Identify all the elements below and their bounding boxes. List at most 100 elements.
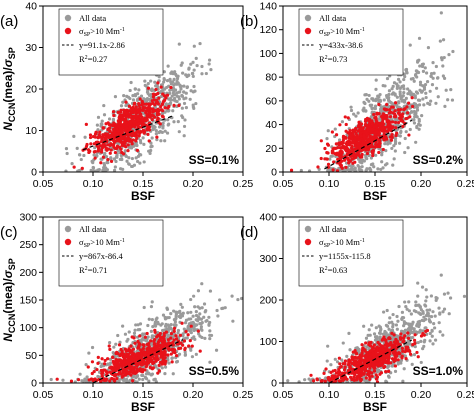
data-point [127,162,131,166]
series-sigma-sp-subset [72,81,181,170]
data-point [395,104,399,108]
data-point [414,300,418,304]
y-tick-label: 20 [265,143,277,155]
data-point [369,156,373,160]
data-point [353,144,358,148]
data-point [131,374,136,378]
data-point [379,371,384,375]
data-point [364,123,368,127]
data-point [125,352,129,357]
data-point [178,90,182,94]
data-point [78,372,82,376]
legend-label-fit: y=867x-86.4 [79,251,123,261]
data-point [387,327,391,331]
data-point [160,114,164,118]
data-point [360,165,364,169]
data-point [394,126,398,130]
data-point [138,97,142,101]
data-point [351,153,355,157]
data-point [374,326,378,330]
data-point [174,312,178,316]
data-point [136,154,141,159]
data-point [135,349,139,353]
data-point [289,168,294,172]
data-point [185,336,189,340]
data-point [244,290,247,293]
data-point [176,81,180,85]
data-point [207,62,211,66]
data-point [177,103,181,108]
data-point [328,157,332,161]
legend-label-r2: R2=0.71 [79,265,107,275]
data-point [148,356,153,360]
data-point [180,305,184,309]
data-point [125,379,129,383]
data-point [359,148,364,152]
chart-panel-2: 0.050.100.150.200.25020406080100120140BS… [240,1,474,204]
data-point [102,113,107,117]
data-point [111,369,115,373]
data-point [99,140,103,144]
data-point [440,58,444,62]
data-point [368,134,372,138]
data-point [176,310,181,314]
data-point [339,159,343,163]
data-point [388,141,392,145]
data-point [116,372,120,376]
data-point [163,87,167,91]
data-point [367,93,371,98]
data-point [329,363,333,367]
data-point [106,357,110,361]
legend-label-subset: σSP>10 Mm-1 [79,237,125,249]
data-point [438,39,442,43]
data-point [100,137,104,141]
data-point [389,100,393,104]
data-point [171,343,175,347]
data-point [118,157,122,162]
data-point [91,166,96,170]
data-point [106,127,110,132]
data-point [154,380,158,383]
data-point [407,300,411,304]
data-point [103,151,107,156]
data-point [176,328,181,333]
data-point [307,169,312,172]
data-point [112,168,117,172]
data-point [174,334,178,338]
data-point [418,88,422,92]
data-point [165,131,170,135]
data-point [218,298,222,302]
data-point [120,364,124,368]
data-point [417,36,422,40]
data-point [150,350,154,355]
data-point [127,145,131,149]
data-point [193,323,198,328]
data-point [441,333,445,337]
data-point [111,110,116,114]
data-point [142,97,146,101]
y-tick-label: 100 [19,322,37,334]
data-point [172,89,176,93]
data-point [429,99,433,103]
data-point [129,116,134,120]
data-point [100,362,104,366]
data-point [134,105,138,109]
data-point [389,120,393,124]
data-point [173,70,177,74]
data-point [166,323,170,327]
data-point [387,321,391,325]
data-point [425,71,429,75]
data-point [203,310,207,314]
data-point [192,44,196,48]
data-point [161,357,166,361]
data-point [385,162,389,166]
data-point [425,328,430,333]
data-point [169,336,173,340]
data-point [325,359,329,363]
data-point [124,126,129,130]
data-point [55,377,59,381]
data-point [163,350,167,354]
ss-annotation: SS=0.2% [413,153,464,167]
data-point [423,303,427,307]
